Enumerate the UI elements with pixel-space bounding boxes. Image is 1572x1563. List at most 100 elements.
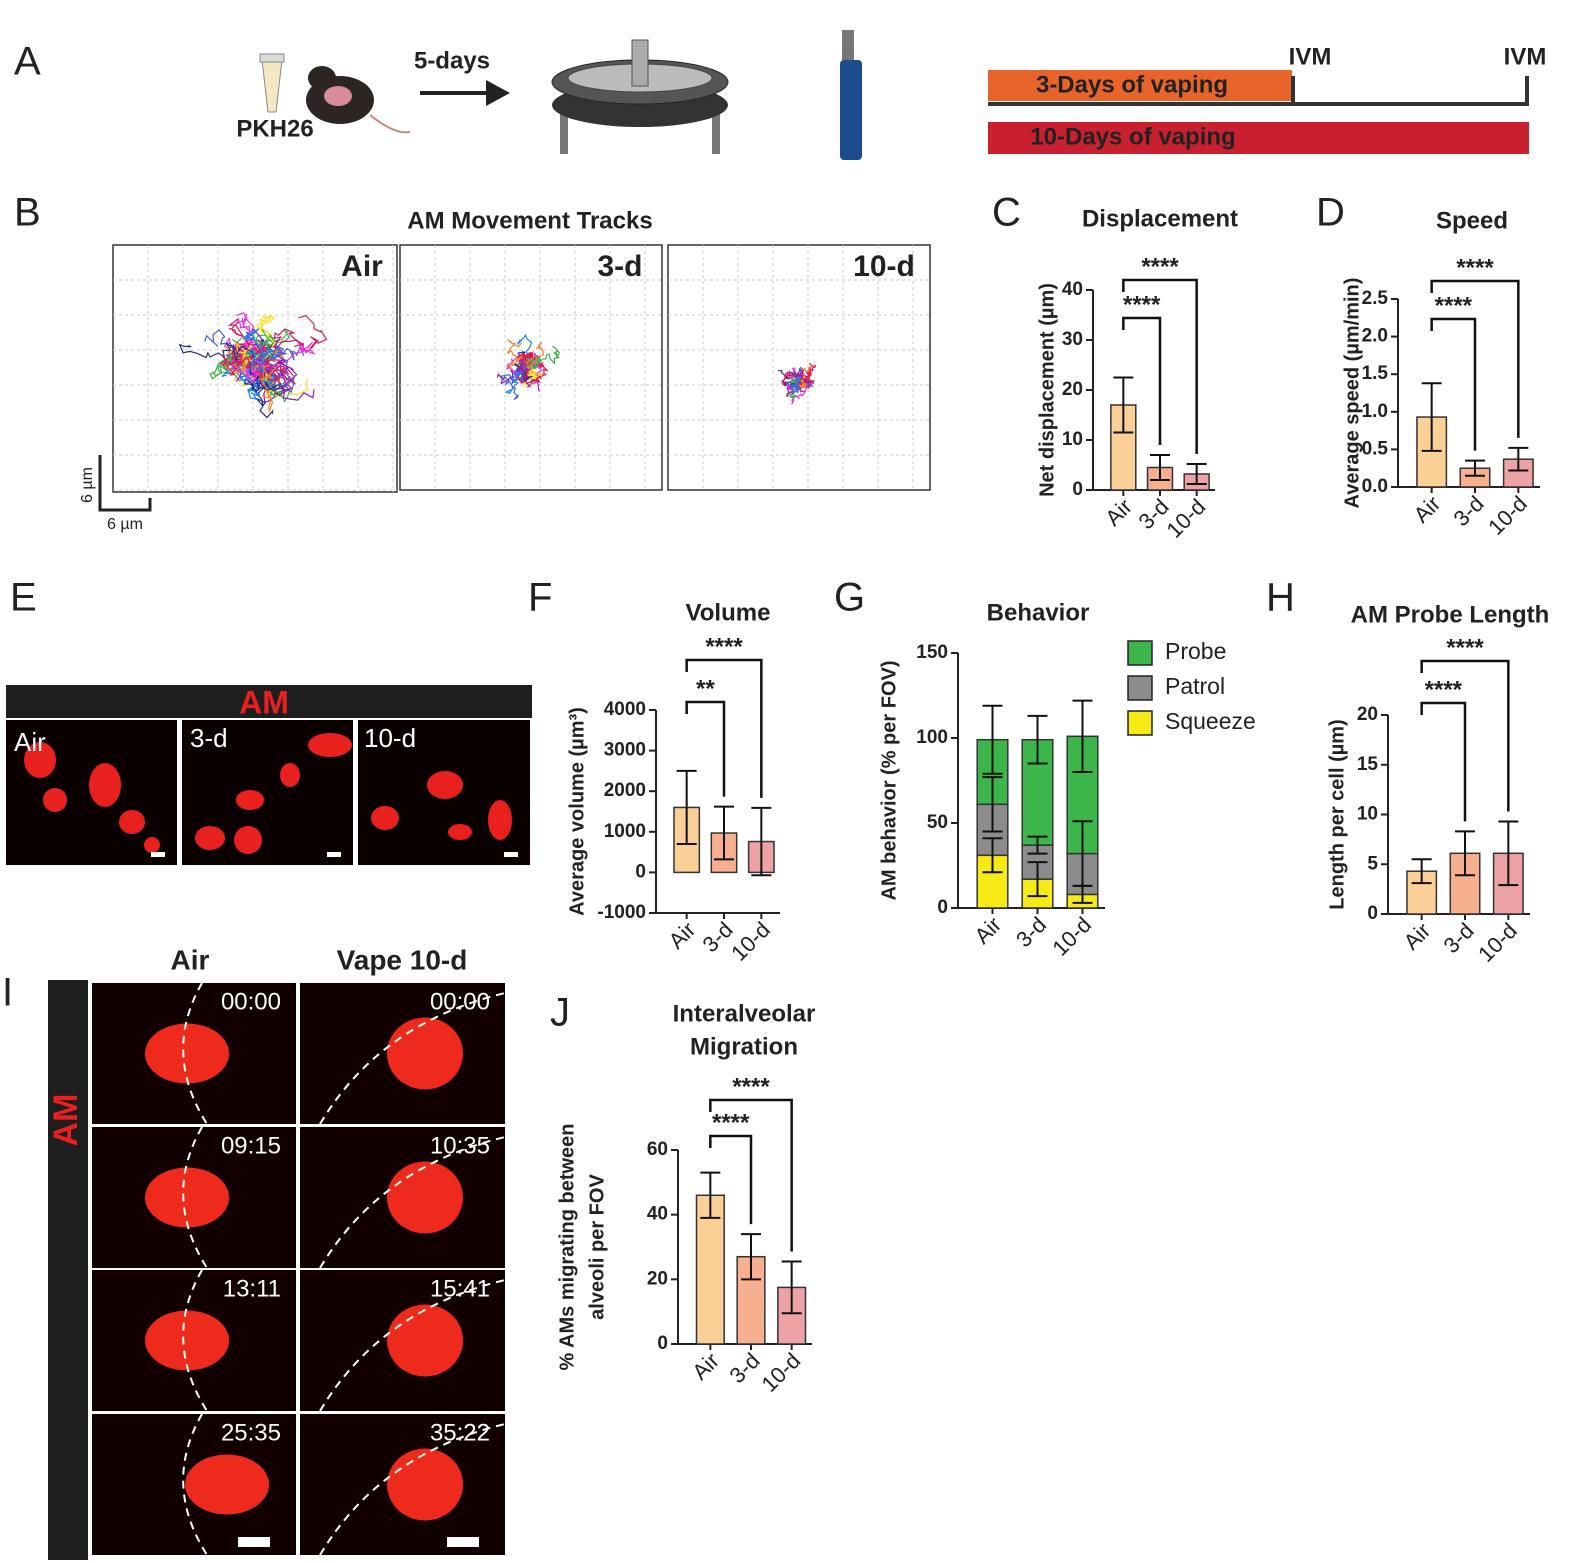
panel-letter: C	[992, 191, 1021, 235]
significance-bracket	[1430, 317, 1477, 451]
significance-label: ****	[1425, 676, 1463, 703]
y-tick-label: 10	[1062, 429, 1083, 450]
column-label: Vape 10-d	[337, 944, 468, 975]
x-tick-label: 3-d	[1011, 912, 1051, 952]
header-bar	[6, 685, 532, 718]
timeline	[988, 76, 1529, 106]
x-tick-label: 10-d	[1047, 912, 1096, 961]
track	[242, 328, 272, 362]
header-bar	[48, 980, 88, 1560]
significance-bracket	[1430, 279, 1520, 438]
track	[245, 347, 283, 373]
chart-title: Speed	[1436, 207, 1508, 234]
significance-bracket	[1122, 316, 1162, 445]
error-bar	[676, 769, 697, 845]
cell	[387, 1161, 463, 1234]
cell	[236, 790, 264, 810]
cell	[371, 806, 399, 830]
chart-title: AM Probe Length	[1351, 601, 1550, 628]
track	[790, 375, 801, 393]
group-label: 3-d	[598, 250, 643, 283]
group-label: 10-d	[364, 723, 416, 753]
header-label: AM	[239, 684, 289, 720]
timeline-label: 3-Days of vaping	[1036, 71, 1228, 98]
error-bar	[1465, 459, 1485, 477]
x-tick-label: 3-d	[1438, 918, 1478, 958]
scale-bar	[98, 455, 152, 512]
error-bar	[751, 806, 772, 877]
vape-pen	[840, 30, 862, 160]
track	[798, 377, 808, 389]
boundary	[319, 1279, 506, 1412]
arrow-head	[486, 80, 510, 106]
track	[178, 342, 256, 362]
scale-bar	[238, 1537, 270, 1547]
y-tick-label: 2.5	[1362, 288, 1389, 309]
track	[516, 358, 530, 373]
error-bar	[714, 805, 734, 861]
significance-label: ****	[1435, 292, 1473, 319]
x-tick-label: 10-d	[1473, 918, 1522, 967]
track	[500, 369, 526, 401]
x-tick-label: Air	[1409, 491, 1446, 528]
cell	[195, 826, 225, 850]
cell	[488, 800, 512, 840]
boundary	[319, 1423, 506, 1556]
track	[221, 347, 261, 369]
x-tick-label: Air	[687, 1348, 724, 1385]
chart-title: Migration	[690, 1033, 798, 1060]
y-tick-label: -1000	[597, 902, 646, 923]
group-label: Air	[14, 727, 46, 757]
panel-letter: D	[1316, 191, 1345, 235]
timeline-bar	[988, 122, 1529, 154]
y-tick-label: 15	[1357, 754, 1379, 775]
track	[236, 358, 261, 400]
timeline-bar	[988, 70, 1292, 101]
cell	[119, 810, 145, 834]
scale-bar	[504, 852, 518, 857]
y-tick-label: 50	[927, 812, 948, 833]
y-axis-label: alveoli per FOV	[586, 1174, 608, 1320]
scale-label: 6 µm	[107, 516, 143, 533]
legend-swatch	[1127, 640, 1153, 666]
track	[796, 372, 815, 385]
error-bar	[1498, 820, 1519, 887]
y-axis-label: Average volume (µm³)	[566, 707, 588, 916]
cell	[24, 742, 56, 778]
track	[244, 349, 289, 381]
error-bar	[982, 837, 1003, 874]
y-tick-label: 1.0	[1362, 401, 1388, 422]
cell	[145, 1167, 229, 1228]
legend-label: Squeeze	[1165, 708, 1256, 734]
x-tick-label: Air	[1399, 918, 1436, 955]
track	[236, 312, 261, 361]
x-tick-label: 10-d	[1161, 494, 1210, 543]
y-axis-label: Net displacement (µm)	[1036, 283, 1058, 497]
cell	[43, 788, 67, 812]
panel-title: AM Movement Tracks	[407, 207, 652, 234]
y-tick-label: 0	[657, 1333, 668, 1354]
error-bar	[1411, 858, 1432, 885]
significance-bracket	[685, 700, 726, 797]
header-label: AM	[47, 1094, 85, 1147]
error-bar	[1150, 454, 1170, 481]
y-axis-label: Length per cell (µm)	[1326, 719, 1348, 909]
timestamp: 15:41	[430, 1275, 490, 1302]
error-bar	[1508, 446, 1529, 472]
error-bar	[1421, 382, 1442, 452]
significance-bracket	[709, 1134, 753, 1225]
error-bar	[1027, 714, 1048, 765]
group-label: Air	[341, 250, 383, 283]
significance-bracket	[709, 1098, 793, 1252]
boundary	[182, 1269, 208, 1412]
y-tick-label: 0	[1367, 903, 1378, 924]
scale-bar	[327, 852, 341, 857]
track	[254, 359, 277, 414]
y-tick-label: 40	[1062, 279, 1083, 300]
legend-swatch	[1127, 710, 1153, 736]
track	[254, 315, 277, 370]
x-tick-label: 3-d	[1448, 491, 1488, 531]
timestamp: 10:35	[430, 1132, 490, 1159]
track	[227, 317, 260, 361]
